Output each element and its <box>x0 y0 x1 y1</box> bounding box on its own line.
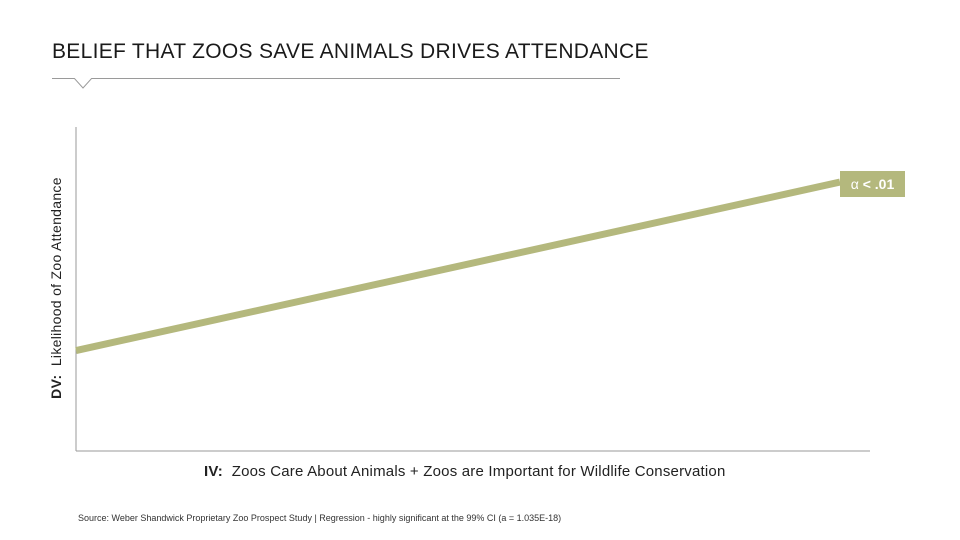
title-notch <box>74 78 92 89</box>
regression-line <box>75 178 841 354</box>
x-axis-label: IV: Zoos Care About Animals + Zoos are I… <box>204 463 726 480</box>
source-note: Source: Weber Shandwick Proprietary Zoo … <box>78 513 562 523</box>
y-axis-label-text: Likelihood of Zoo Attendance <box>48 177 64 367</box>
title-underline <box>52 78 620 79</box>
chart-title: BELIEF THAT ZOOS SAVE ANIMALS DRIVES ATT… <box>52 40 649 63</box>
significance-badge: α < .01 <box>840 171 905 197</box>
x-axis-label-text: Zoos Care About Animals + Zoos are Impor… <box>231 463 726 480</box>
significance-value: < .01 <box>862 176 895 192</box>
x-axis-label-prefix: IV: <box>204 463 223 480</box>
y-axis-label-prefix: DV: <box>48 374 64 399</box>
alpha-symbol: α <box>850 176 859 192</box>
y-axis-label: DV: Likelihood of Zoo Attendance <box>48 177 64 399</box>
